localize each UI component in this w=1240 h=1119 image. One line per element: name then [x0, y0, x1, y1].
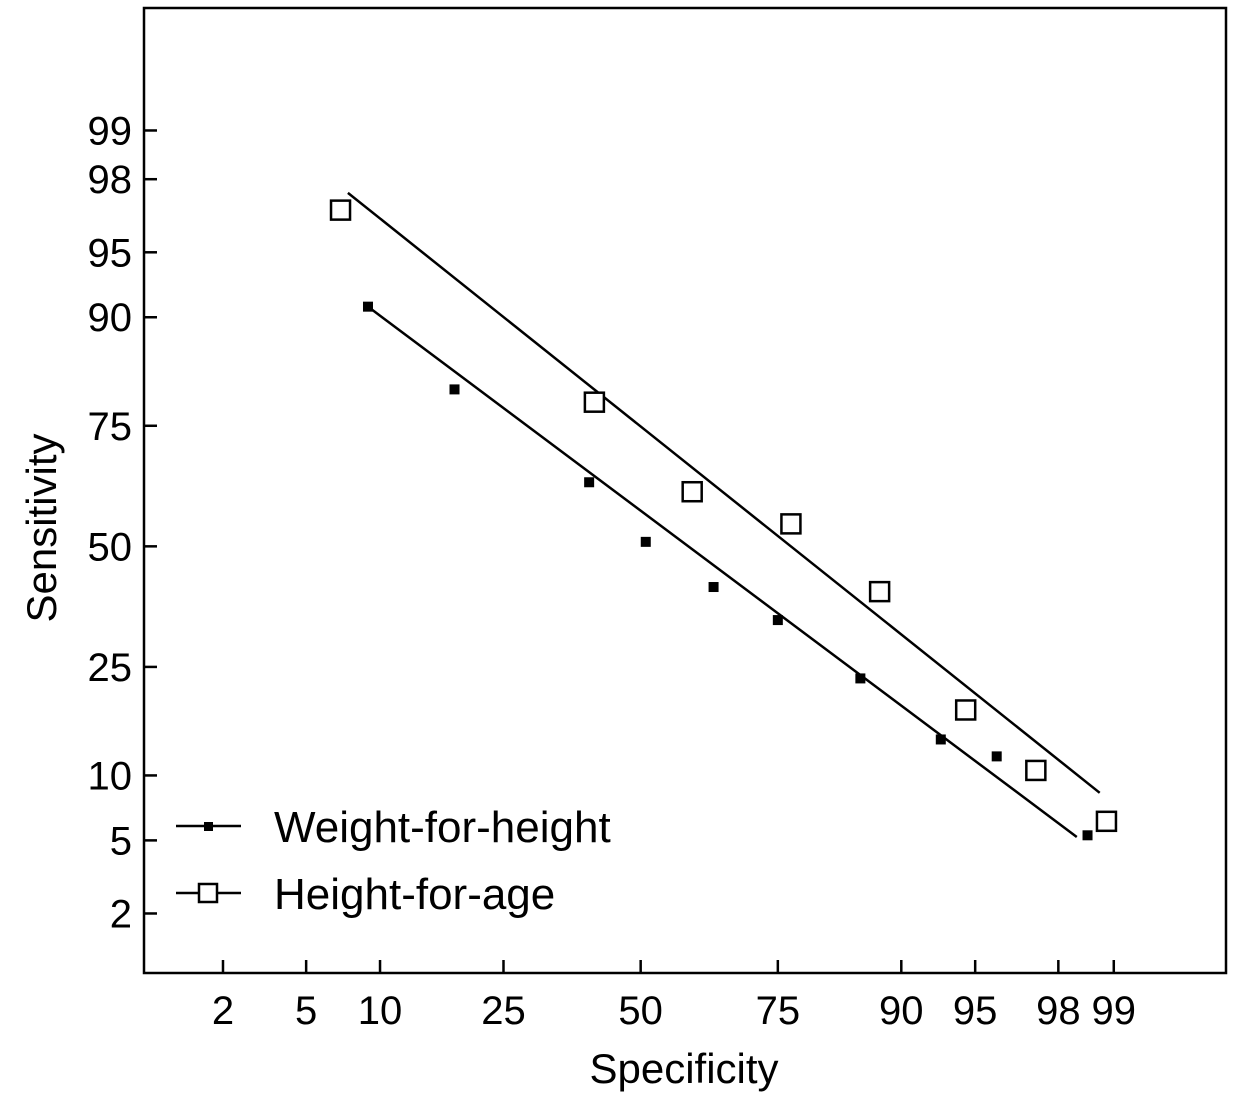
y-tick-label: 25: [88, 646, 133, 690]
x-tick-label: 50: [618, 989, 663, 1033]
x-tick-label: 2: [212, 989, 234, 1033]
legend-item-height-for-age: Height-for-age: [176, 870, 555, 919]
x-tick-label: 99: [1092, 989, 1137, 1033]
series-height-for-age: [329, 191, 1118, 833]
legend: Weight-for-height Height-for-age: [176, 803, 611, 919]
legend-marker-weight-for-height: [204, 822, 213, 831]
x-tick-label: 25: [481, 989, 526, 1033]
data-point-height-for-age: [868, 580, 891, 603]
y-tick-label: 5: [110, 819, 132, 863]
data-point-height-for-age: [780, 513, 802, 535]
x-axis-title: Specificity: [589, 1045, 778, 1092]
data-point-weight-for-height: [772, 615, 783, 626]
data-point-weight-for-height: [584, 477, 595, 488]
legend-label-weight-for-height: Weight-for-height: [274, 803, 611, 852]
data-point-height-for-age: [954, 699, 977, 721]
x-tick-label: 95: [953, 989, 998, 1033]
legend-label-height-for-age: Height-for-age: [274, 870, 555, 919]
data-point-weight-for-height: [449, 384, 460, 395]
data-point-weight-for-height: [708, 582, 719, 593]
y-tick-label: 90: [88, 296, 133, 340]
x-tick-label: 10: [358, 989, 403, 1033]
y-tick-label: 75: [88, 405, 133, 449]
data-point-height-for-age: [583, 391, 606, 413]
y-tick-label: 98: [88, 158, 133, 202]
series-weight-for-height: [362, 301, 1093, 841]
y-tick-label: 2: [110, 892, 132, 936]
fit-line-weight-for-height: [367, 305, 1078, 838]
x-tick-label: 98: [1036, 989, 1081, 1033]
y-axis-title: Sensitivity: [18, 433, 65, 622]
data-point-weight-for-height: [991, 751, 1002, 762]
data-point-weight-for-height: [640, 536, 651, 547]
data-point-height-for-age: [1025, 759, 1047, 782]
y-tick-label: 95: [88, 231, 133, 275]
series-layer: [329, 191, 1118, 841]
data-point-height-for-age: [1095, 810, 1118, 833]
legend-item-weight-for-height: Weight-for-height: [176, 803, 611, 852]
x-tick-label: 5: [295, 989, 317, 1033]
data-point-height-for-age: [329, 199, 352, 221]
x-tick-label: 75: [756, 989, 801, 1033]
x-axis-ticks: 2 5 10 25 50 75 90 95 98 99: [212, 960, 1136, 1033]
y-tick-label: 50: [88, 525, 133, 569]
data-point-weight-for-height: [935, 734, 946, 745]
fit-line-height-for-age: [347, 191, 1101, 794]
plot-frame: [142, 6, 1228, 975]
data-point-weight-for-height: [1082, 830, 1093, 841]
y-tick-label: 99: [88, 109, 133, 153]
y-tick-label: 10: [88, 754, 133, 798]
data-point-weight-for-height: [855, 673, 866, 684]
data-point-height-for-age: [681, 480, 703, 503]
data-point-weight-for-height: [362, 301, 373, 312]
legend-marker-height-for-age: [197, 882, 219, 904]
x-tick-label: 90: [879, 989, 924, 1033]
